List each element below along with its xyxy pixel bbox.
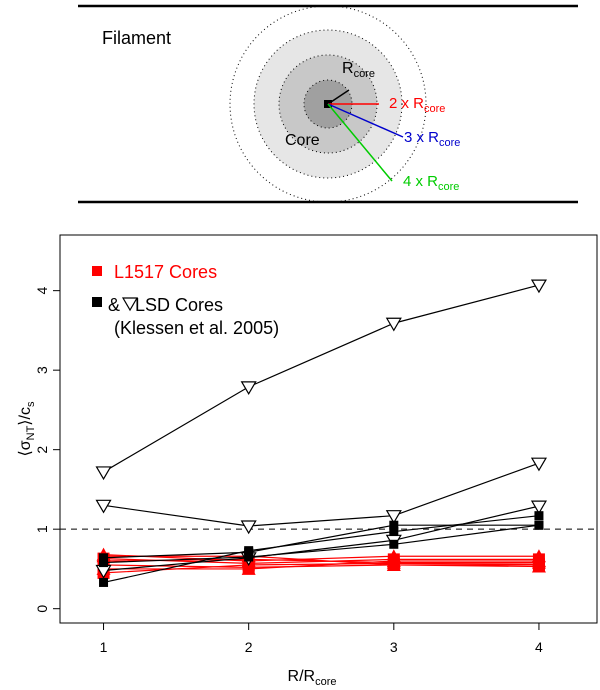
l1517-triangle-point xyxy=(531,559,546,573)
x-tick-label: 1 xyxy=(100,639,108,655)
legend-l1517-label: L1517 Cores xyxy=(114,262,217,282)
lsd-triangle-series-line xyxy=(103,284,540,473)
lsd-triangle-series-line xyxy=(103,462,540,527)
legend-lsd-label: & LSD Cores xyxy=(108,295,223,315)
y-tick-label: 0 xyxy=(34,605,50,613)
l1517-series-line xyxy=(103,555,539,568)
y-tick-label: 4 xyxy=(34,287,50,295)
label-3rcore: 3 x Rcore xyxy=(404,129,460,149)
legend-citation: (Klessen et al. 2005) xyxy=(114,318,279,338)
series-group-lsd xyxy=(95,279,547,587)
x-axis: 1 2 3 4 xyxy=(100,623,543,655)
lsd-square-series-line xyxy=(103,524,540,564)
legend: L1517 Cores & LSD Cores (Klessen et al. … xyxy=(92,262,279,338)
rcore-label: Rcore xyxy=(342,60,375,80)
x-tick-label: 3 xyxy=(390,639,398,655)
lsd-square-point xyxy=(389,520,399,530)
y-tick-label: 2 xyxy=(34,446,50,454)
lsd-triangle-point xyxy=(95,499,112,514)
legend-lsd-square-marker xyxy=(92,297,102,307)
legend-l1517-marker xyxy=(92,266,102,276)
y-axis-label: ⟨σNT⟩/cs xyxy=(17,401,37,456)
lsd-triangle-point xyxy=(385,510,402,524)
x-axis-label: R/Rcore xyxy=(288,668,337,688)
lsd-square-series-line xyxy=(103,524,539,559)
lsd-square-point xyxy=(244,547,254,557)
l1517-series-line xyxy=(103,562,539,574)
plot-frame xyxy=(59,234,598,624)
x-tick-label: 4 xyxy=(535,639,543,655)
core-label: Core xyxy=(285,132,320,149)
series-group-l1517 xyxy=(96,547,546,579)
lsd-triangle-point xyxy=(530,279,547,294)
rcore-radius xyxy=(327,89,350,105)
lsd-square-series-line xyxy=(103,515,540,584)
lsd-triangle-point xyxy=(530,500,547,515)
y-tick-label: 1 xyxy=(34,525,50,533)
lsd-square-point xyxy=(534,520,544,530)
x-tick-label: 2 xyxy=(245,639,253,655)
filament-label: Filament xyxy=(102,28,171,48)
plot: 0 1 2 3 4 1 2 3 4 ⟨σNT⟩/cs R/Rcore L1517 Cores … xyxy=(17,234,598,688)
y-tick-label: 3 xyxy=(34,366,50,374)
lsd-triangle-point xyxy=(240,381,257,396)
radius-3rcore-line xyxy=(327,103,404,138)
lsd-triangle-point xyxy=(240,520,257,535)
lsd-triangle-point xyxy=(95,466,112,481)
radius-4rcore-line xyxy=(327,103,393,182)
legend-lsd-triangle-marker xyxy=(121,297,139,312)
label-2rcore: 2 x Rcore xyxy=(389,95,445,115)
lsd-square-point xyxy=(244,552,254,562)
label-4rcore: 4 x Rcore xyxy=(403,173,459,193)
y-axis: 0 1 2 3 4 xyxy=(34,287,60,613)
lsd-square-point xyxy=(389,539,399,549)
filament-schematic: Filament Rcore Core 2 x Rcore 3 x Rcore … xyxy=(78,4,578,204)
lsd-triangle-point xyxy=(385,317,402,332)
lsd-triangle-point xyxy=(530,457,547,472)
lsd-square-point xyxy=(99,553,109,563)
lsd-square-point xyxy=(99,558,109,568)
lsd-square-point xyxy=(389,527,399,537)
l1517-triangle-point xyxy=(386,557,401,571)
ring-4rcore xyxy=(229,5,427,203)
l1517-series-line xyxy=(103,554,539,562)
lsd-square-point xyxy=(534,511,544,521)
lsd-square-point xyxy=(99,577,109,587)
